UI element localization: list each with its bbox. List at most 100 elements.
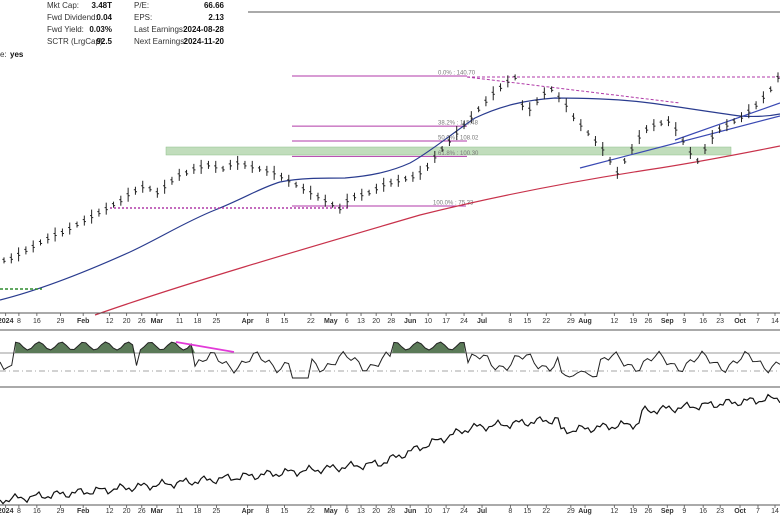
x-tick-label: 12 — [106, 508, 114, 515]
info-panel: e: yes Mkt Cap: 3.48T Fwd Dividend: 0.04… — [0, 0, 780, 70]
x-tick-label: 14 — [771, 508, 779, 515]
x-tick-label: 28 — [387, 318, 395, 325]
ma200-line — [94, 145, 780, 316]
x-tick-label: 2024 — [0, 318, 14, 325]
x-tick-label: 7 — [756, 508, 760, 515]
x-tick-label: Jul — [477, 508, 487, 515]
rsi-overbought-fill — [15, 342, 135, 353]
x-tick-label: Mar — [151, 508, 164, 515]
downtrend-dotted-line — [466, 76, 681, 104]
x-tick-label: 2024 — [0, 508, 14, 515]
x-tick-label: 22 — [542, 508, 550, 515]
mkt-cap-label: Mkt Cap: — [47, 1, 80, 10]
x-tick-label: 9 — [682, 318, 686, 325]
last-earnings-value: 2024-08-28 — [183, 25, 224, 34]
x-tick-label: 17 — [442, 318, 450, 325]
pe-value: 66.66 — [203, 1, 224, 10]
rsi-overbought-fill — [392, 342, 465, 353]
trendline-upper — [674, 102, 780, 141]
support-zone — [165, 146, 732, 156]
x-tick-label: 8 — [508, 318, 512, 325]
x-tick-label: Feb — [77, 508, 89, 515]
x-tick-label: Aug — [578, 508, 592, 515]
x-tick-label: 29 — [567, 318, 575, 325]
relative-strength-line — [0, 393, 780, 505]
x-tick-label: 12 — [610, 318, 618, 325]
x-tick-label: Apr — [242, 508, 254, 515]
x-tick-label: 20 — [372, 508, 380, 515]
fib-label: 61.8% : 100.30 — [438, 151, 479, 157]
x-tick-label: Aug — [578, 318, 592, 325]
x-tick-label: 8 — [266, 508, 270, 515]
x-tick-label: 6 — [345, 318, 349, 325]
rsi-overbought-fill — [140, 342, 195, 353]
sctr-value: 92.5 — [96, 37, 112, 46]
x-tick-label: 12 — [610, 508, 618, 515]
x-tick-label: 29 — [567, 508, 575, 515]
rs-line — [0, 393, 780, 505]
fwd-yield-label: Fwd Yield: — [47, 25, 84, 34]
x-tick-label: Jun — [404, 318, 416, 325]
rsi-divergence-line — [175, 341, 235, 353]
x-tick-label: 14 — [771, 318, 779, 325]
eps-value: 2.13 — [208, 13, 224, 22]
x-tick-label: Sep — [661, 318, 674, 325]
x-tick-label: 10 — [424, 318, 432, 325]
x-tick-label: 8 — [508, 508, 512, 515]
x-tick-label: 22 — [307, 318, 315, 325]
x-tick-label: 11 — [176, 318, 183, 325]
x-tick-label: 16 — [699, 318, 707, 325]
info-edge-value: yes — [10, 50, 24, 59]
x-tick-label: 7 — [756, 318, 760, 325]
x-tick-label: 18 — [194, 508, 202, 515]
x-tick-label: 8 — [266, 318, 270, 325]
x-tick-label: 15 — [281, 508, 289, 515]
fibonacci-levels: 0.0% : 140.70 38.2% : 115.48 50.0% : 108.0… — [292, 71, 479, 207]
x-tick-label: May — [324, 508, 338, 515]
eps-label: EPS: — [134, 13, 153, 22]
x-tick-label: Jun — [404, 508, 416, 515]
x-tick-label: 26 — [644, 508, 652, 515]
fwd-yield-value: 0.03% — [89, 25, 112, 34]
x-tick-label: 19 — [629, 508, 637, 515]
x-tick-label: 13 — [357, 318, 365, 325]
x-tick-label: Jul — [477, 318, 487, 325]
x-tick-label: 9 — [682, 508, 686, 515]
x-tick-label: Oct — [734, 318, 746, 325]
fib-label: 100.0% : 75.33 — [433, 201, 474, 207]
x-tick-label: 16 — [33, 508, 41, 515]
x-tick-label: 16 — [699, 508, 707, 515]
rsi-indicator — [0, 341, 780, 379]
x-tick-label: 16 — [33, 318, 41, 325]
x-tick-label: 29 — [57, 508, 65, 515]
x-tick-label: Feb — [77, 318, 89, 325]
next-earnings-label: Next Earnings: — [134, 37, 187, 46]
x-tick-label: 12 — [106, 318, 114, 325]
fib-label: 50.0% : 108.02 — [438, 135, 479, 141]
x-tick-label: Mar — [151, 318, 164, 325]
x-tick-label: 25 — [213, 508, 221, 515]
next-earnings-value: 2024-11-20 — [183, 37, 224, 46]
x-tick-label: 15 — [523, 318, 531, 325]
x-tick-label: 22 — [307, 508, 315, 515]
x-tick-label: 24 — [460, 318, 468, 325]
x-tick-label: 20 — [123, 508, 131, 515]
x-tick-label: 15 — [281, 318, 289, 325]
sctr-label: SCTR (LrgCap): — [47, 37, 105, 46]
x-tick-label: 11 — [176, 508, 183, 515]
price-bars — [2, 72, 780, 264]
rsi-line — [0, 341, 780, 379]
x-tick-label: 23 — [716, 318, 724, 325]
pe-label: P/E: — [134, 1, 150, 10]
info-edge-label: e: — [0, 50, 7, 59]
x-tick-label: 6 — [345, 508, 349, 515]
x-tick-label: 25 — [213, 318, 221, 325]
date-axis: 202481629Feb122026Mar111825Apr81522May61… — [0, 313, 779, 325]
x-tick-label: 23 — [716, 508, 724, 515]
fwd-dividend-label: Fwd Dividend: — [47, 13, 98, 22]
x-tick-label: 26 — [138, 508, 146, 515]
mkt-cap-value: 3.48T — [91, 1, 112, 10]
x-tick-label: 26 — [138, 318, 146, 325]
fwd-dividend-value: 0.04 — [96, 13, 112, 22]
